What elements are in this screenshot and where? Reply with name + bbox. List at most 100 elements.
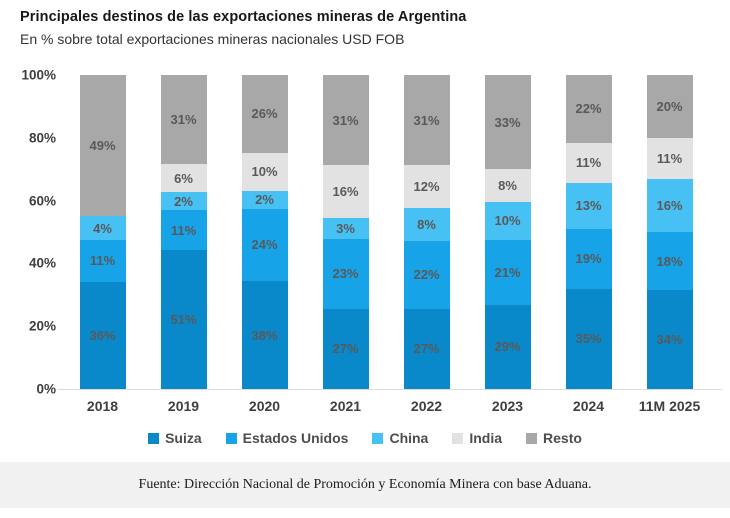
bar-column-2019: 51% 11% 2% 6% 31%: [143, 74, 224, 389]
bar-segment-china: 4%: [79, 216, 126, 240]
bar-segment-suiza: 38%: [241, 281, 288, 389]
data-label: 27%: [332, 341, 359, 357]
bar-stack: 29% 21% 10% 8% 33%: [484, 75, 531, 389]
data-label: 8%: [498, 178, 517, 194]
x-tick-label: 2019: [167, 398, 200, 414]
bar-column-2022: 27% 22% 8% 12% 31%: [386, 75, 467, 389]
bar-segment-resto: 31%: [160, 74, 207, 165]
data-label: 31%: [170, 112, 197, 128]
bar-stack: 27% 22% 8% 12% 31%: [403, 75, 450, 389]
legend-item-resto: Resto: [526, 430, 582, 446]
bar-stack: 27% 23% 3% 16% 31%: [322, 75, 369, 389]
data-label: 16%: [656, 198, 683, 214]
data-label: 11%: [575, 155, 602, 171]
legend-item-india: India: [452, 430, 502, 446]
data-label: 24%: [251, 237, 278, 253]
bar-stack: 34% 18% 16% 11% 20%: [646, 75, 693, 389]
bar-stack: 38% 24% 2% 10% 26%: [241, 74, 288, 389]
data-label: 4%: [93, 220, 112, 236]
data-label: 33%: [494, 114, 521, 130]
y-axis: 100% 80% 60% 40% 20% 0%: [0, 68, 56, 397]
x-axis-labels: 2018 2019 2020 2021 2022 2023 2024 11M 2025: [62, 398, 710, 414]
y-tick-label: 40%: [28, 255, 56, 271]
data-label: 12%: [413, 179, 440, 195]
bar-segment-resto: 49%: [79, 75, 126, 217]
data-label: 18%: [656, 253, 683, 269]
data-label: 22%: [575, 101, 602, 117]
bar-segment-suiza: 36%: [79, 281, 126, 389]
bar-segment-suiza: 34%: [646, 290, 693, 389]
bar-segment-suiza: 27%: [403, 308, 450, 389]
bar-segment-suiza: 51%: [160, 250, 207, 389]
bar-segment-suiza: 29%: [484, 304, 531, 389]
legend-label: Estados Unidos: [242, 430, 349, 446]
data-label: 11%: [170, 222, 197, 238]
y-tick-label: 80%: [28, 130, 56, 146]
bar-stack: 51% 11% 2% 6% 31%: [160, 74, 207, 389]
bar-segment-resto: 20%: [646, 75, 693, 139]
y-tick-label: 0%: [36, 381, 56, 397]
data-label: 11%: [656, 151, 683, 167]
bar-segment-india: 12%: [403, 165, 450, 209]
x-tick-label: 2022: [410, 398, 443, 414]
chart-subtitle: En % sobre total exportaciones mineras n…: [20, 31, 405, 47]
data-label: 38%: [251, 327, 278, 343]
data-label: 19%: [575, 251, 602, 267]
bar-segment-estados-unidos: 18%: [646, 232, 693, 291]
bar-segment-china: 16%: [646, 178, 693, 233]
data-label: 31%: [413, 112, 440, 128]
x-tick-label: 2018: [86, 398, 119, 414]
bar-segment-resto: 33%: [484, 75, 531, 170]
x-tick-label: 11M 2025: [638, 398, 701, 414]
bar-segment-china: 8%: [403, 208, 450, 241]
data-label: 3%: [336, 220, 355, 236]
data-label: 51%: [170, 312, 197, 328]
data-label: 21%: [494, 264, 521, 280]
data-label: 22%: [413, 267, 440, 283]
data-label: 26%: [251, 106, 278, 122]
bar-segment-suiza: 27%: [322, 308, 369, 389]
bar-stack: 35% 19% 13% 11% 22%: [565, 74, 612, 389]
bar-group: 36% 11% 4% 49% 51% 11% 2% 6% 31% 38% 24% 2% 10% 26% 27…: [62, 74, 710, 389]
x-tick-label: 2021: [329, 398, 362, 414]
data-label: 2%: [174, 193, 193, 209]
bar-segment-estados-unidos: 23%: [322, 238, 369, 309]
legend-label: Resto: [543, 430, 582, 446]
bar-segment-india: 16%: [322, 165, 369, 219]
bar-segment-estados-unidos: 11%: [79, 239, 126, 282]
data-label: 29%: [494, 339, 521, 355]
bar-segment-china: 10%: [484, 202, 531, 240]
bar-segment-resto: 22%: [565, 74, 612, 143]
bar-column-2023: 29% 21% 10% 8% 33%: [467, 75, 548, 389]
data-label: 10%: [251, 164, 278, 180]
bar-segment-resto: 26%: [241, 74, 288, 153]
bar-segment-india: 11%: [646, 138, 693, 179]
bar-segment-resto: 31%: [322, 75, 369, 166]
bar-segment-china: 13%: [565, 183, 612, 229]
bar-segment-china: 2%: [160, 192, 207, 211]
bar-segment-estados-unidos: 24%: [241, 208, 288, 282]
bar-column-2024: 35% 19% 13% 11% 22%: [548, 74, 629, 389]
x-axis-line: [58, 389, 722, 390]
legend-swatch-icon: [225, 432, 237, 444]
bar-column-2018: 36% 11% 4% 49%: [62, 75, 143, 389]
bar-stack: 36% 11% 4% 49%: [79, 75, 126, 389]
data-label: 35%: [575, 331, 602, 347]
data-label: 16%: [332, 184, 359, 200]
legend-swatch-icon: [372, 432, 384, 444]
bar-segment-resto: 31%: [403, 75, 450, 166]
legend-swatch-icon: [452, 432, 464, 444]
legend-item-suiza: Suiza: [148, 430, 202, 446]
data-label: 36%: [89, 327, 116, 343]
data-label: 31%: [332, 112, 359, 128]
bar-segment-estados-unidos: 21%: [484, 239, 531, 305]
data-label: 11%: [89, 253, 116, 269]
bar-segment-estados-unidos: 22%: [403, 240, 450, 309]
bar-column-2021: 27% 23% 3% 16% 31%: [305, 75, 386, 389]
source-footer: Fuente: Dirección Nacional de Promoción …: [0, 462, 730, 508]
bar-segment-china: 3%: [322, 218, 369, 239]
legend-item-china: China: [372, 430, 428, 446]
data-label: 20%: [656, 99, 683, 115]
x-tick-label: 2024: [572, 398, 605, 414]
